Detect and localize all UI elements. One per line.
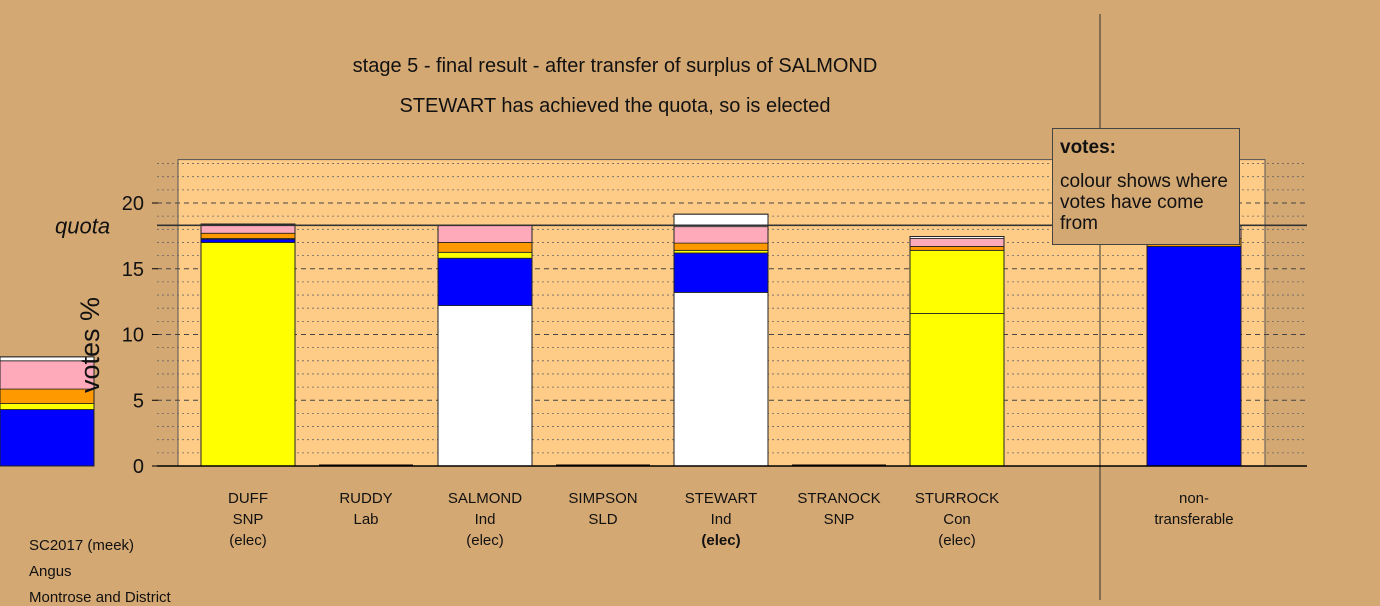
category-label: STEWART <box>685 490 758 507</box>
category-label: Lab <box>353 511 378 528</box>
chart-title: stage 5 - final result - after transfer … <box>352 55 878 77</box>
bar-segment <box>0 360 95 390</box>
quota-label: quota <box>55 213 110 238</box>
y-tick-label: 20 <box>122 193 144 215</box>
bar-segment <box>200 242 296 467</box>
bar-segment <box>673 226 769 244</box>
bar-segment <box>0 403 95 410</box>
bar-segment <box>909 249 1005 314</box>
legend-title: votes: <box>1060 137 1116 158</box>
bar-segment <box>200 232 296 239</box>
chart-subtitle: STEWART has achieved the quota, so is el… <box>399 95 831 117</box>
category-label: SLD <box>588 511 617 528</box>
category-label: Ind <box>475 511 496 528</box>
category-label: transferable <box>1154 511 1233 528</box>
legend-text: colour shows where votes have come from <box>1060 171 1228 234</box>
bar-segment <box>909 313 1005 467</box>
category-label: RUDDY <box>339 490 392 507</box>
category-label: (elec) <box>229 532 267 549</box>
y-axis-label: votes % <box>75 297 105 393</box>
bar-segment <box>200 224 296 234</box>
category-label: (elec) <box>701 532 740 549</box>
y-tick-label: 5 <box>133 390 144 412</box>
category-label: SIMPSON <box>568 490 637 507</box>
footer-council: Angus <box>29 563 72 580</box>
category-label: Ind <box>711 511 732 528</box>
bar-segment <box>437 251 533 259</box>
category-label: non- <box>1179 490 1209 507</box>
category-label: SALMOND <box>448 490 522 507</box>
bar-segment <box>437 305 533 467</box>
bar-segment <box>437 257 533 306</box>
y-tick-label: 10 <box>122 325 144 347</box>
bar-segment <box>909 245 1005 251</box>
bar-segment <box>437 242 533 253</box>
category-label: SNP <box>233 511 264 528</box>
bars <box>0 213 1242 467</box>
category-label: (elec) <box>938 532 976 549</box>
bar-segment <box>673 292 769 467</box>
bar-segment <box>1146 245 1242 467</box>
bar-segment <box>437 224 533 243</box>
category-label: SNP <box>824 511 855 528</box>
bar-segment <box>909 238 1005 247</box>
bar-segment <box>673 252 769 293</box>
bar-segment <box>200 238 296 243</box>
footer-ward: Montrose and District <box>29 589 171 606</box>
category-label: STRANOCK <box>797 490 880 507</box>
bar-segment <box>0 409 95 467</box>
footer-election: SC2017 (meek) <box>29 537 135 554</box>
y-tick-label: 0 <box>133 456 144 478</box>
category-label: Con <box>943 511 971 528</box>
category-label: STURROCK <box>915 490 999 507</box>
legend-box: votes: colour shows where votes have com… <box>1052 128 1240 245</box>
y-tick-label: 15 <box>122 259 144 281</box>
bar-outline <box>0 356 95 467</box>
category-label: DUFF <box>228 490 268 507</box>
category-label: (elec) <box>466 532 504 549</box>
x-axis-labels: DUFF SNP (elec) RUDDY Lab SALMOND Ind (elec) SIM… <box>228 490 1234 549</box>
bar-segment <box>673 242 769 251</box>
